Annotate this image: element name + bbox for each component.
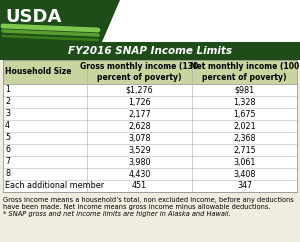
Text: 2,628: 2,628 xyxy=(128,121,151,130)
FancyBboxPatch shape xyxy=(3,96,297,108)
Text: $981: $981 xyxy=(235,85,255,94)
Text: 1,675: 1,675 xyxy=(233,109,256,119)
FancyBboxPatch shape xyxy=(3,120,297,132)
FancyBboxPatch shape xyxy=(3,168,297,180)
Text: 7: 7 xyxy=(5,158,10,166)
Text: 8: 8 xyxy=(5,169,10,179)
Text: 451: 451 xyxy=(132,182,147,190)
Text: 4,430: 4,430 xyxy=(128,169,151,179)
FancyBboxPatch shape xyxy=(3,84,297,96)
Text: 4: 4 xyxy=(5,121,10,130)
Polygon shape xyxy=(0,0,120,42)
FancyBboxPatch shape xyxy=(0,42,300,60)
Text: 2,177: 2,177 xyxy=(128,109,151,119)
Text: Household Size: Household Size xyxy=(5,68,71,76)
Text: 3,529: 3,529 xyxy=(128,145,151,154)
FancyBboxPatch shape xyxy=(3,180,297,192)
Text: Gross income means a household’s total, non excluded income, before any deductio: Gross income means a household’s total, … xyxy=(3,197,294,210)
Text: 1,726: 1,726 xyxy=(128,98,151,106)
Text: Net monthly income (100
percent of poverty): Net monthly income (100 percent of pover… xyxy=(190,62,299,82)
Text: 2,368: 2,368 xyxy=(233,134,256,143)
FancyBboxPatch shape xyxy=(3,132,297,144)
Text: Gross monthly income (130
percent of poverty): Gross monthly income (130 percent of pov… xyxy=(80,62,199,82)
Text: * SNAP gross and net income limits are higher in Alaska and Hawaii.: * SNAP gross and net income limits are h… xyxy=(3,211,231,217)
Text: 347: 347 xyxy=(237,182,252,190)
Text: $1,276: $1,276 xyxy=(126,85,153,94)
Text: 3,408: 3,408 xyxy=(233,169,256,179)
Text: 3: 3 xyxy=(5,109,10,119)
Text: 2: 2 xyxy=(5,98,10,106)
FancyBboxPatch shape xyxy=(3,156,297,168)
Text: 2,021: 2,021 xyxy=(233,121,256,130)
Text: 1,328: 1,328 xyxy=(233,98,256,106)
Text: 6: 6 xyxy=(5,145,10,154)
Text: Each additional member: Each additional member xyxy=(5,182,104,190)
Text: 3,980: 3,980 xyxy=(128,158,151,166)
FancyBboxPatch shape xyxy=(3,108,297,120)
Text: 3,078: 3,078 xyxy=(128,134,151,143)
Text: USDA: USDA xyxy=(5,8,62,26)
Text: FY2016 SNAP Income Limits: FY2016 SNAP Income Limits xyxy=(68,46,232,56)
FancyBboxPatch shape xyxy=(3,60,297,84)
FancyBboxPatch shape xyxy=(3,144,297,156)
Text: 3,061: 3,061 xyxy=(233,158,256,166)
FancyBboxPatch shape xyxy=(0,0,300,42)
Text: 5: 5 xyxy=(5,134,10,143)
Text: 1: 1 xyxy=(5,85,10,94)
Text: 2,715: 2,715 xyxy=(233,145,256,154)
